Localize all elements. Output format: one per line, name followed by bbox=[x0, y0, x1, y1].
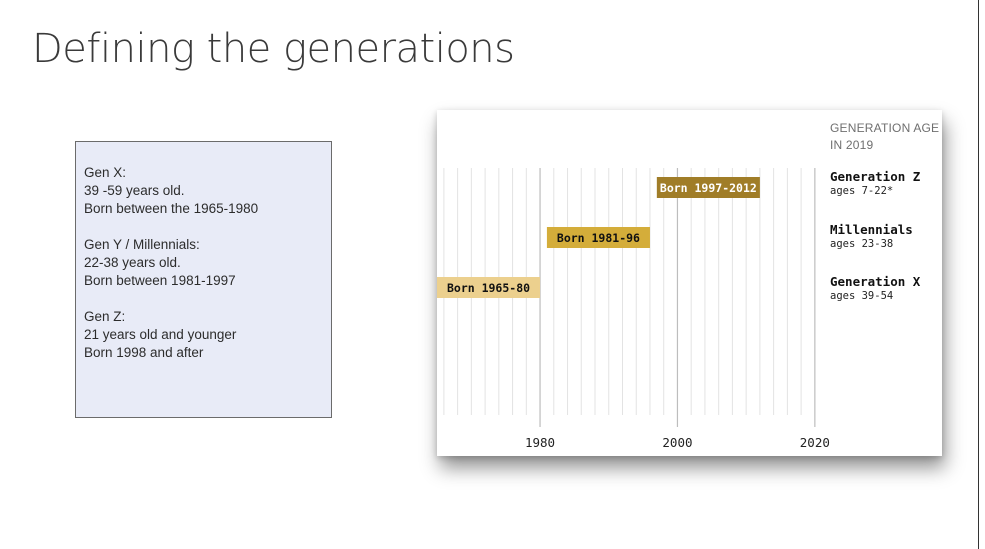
gen-y-block: Gen Y / Millennials: 22-38 years old. Bo… bbox=[84, 236, 323, 290]
gen-z-heading: Gen Z: bbox=[84, 309, 126, 324]
timeline-bar bbox=[656, 177, 760, 198]
generations-timeline-chart: 1980 2000 2020 Born 1997-2012 Born 1981-96 Bo… bbox=[437, 110, 942, 456]
timeline-bar bbox=[546, 227, 650, 248]
legend-ages: ages 39-54 bbox=[830, 290, 894, 302]
legend-item-millennials: Millennials ages 23-38 bbox=[830, 222, 942, 250]
slide-title: Defining the generations bbox=[32, 26, 515, 72]
legend-name: Generation X bbox=[830, 274, 921, 289]
timeline-bar bbox=[437, 277, 541, 298]
gen-y-heading: Gen Y / Millennials: bbox=[84, 237, 200, 252]
gen-z-block: Gen Z: 21 years old and younger Born 199… bbox=[84, 308, 323, 362]
x-tick-label: 1980 bbox=[525, 435, 555, 450]
generation-info-box: Gen X: 39 -59 years old. Born between th… bbox=[75, 141, 332, 418]
slide-edge bbox=[978, 0, 979, 549]
gen-y-age: 22-38 years old. bbox=[84, 255, 181, 270]
gen-z-age: 21 years old and younger bbox=[84, 327, 237, 342]
legend-title: GENERATION AGE IN 2019 bbox=[830, 121, 940, 152]
gen-z-born: Born 1998 and after bbox=[84, 345, 204, 360]
legend-name: Generation Z bbox=[830, 169, 921, 184]
bar-label: Born 1981-96 bbox=[557, 231, 640, 245]
gen-x-block: Gen X: 39 -59 years old. Born between th… bbox=[84, 164, 323, 218]
bar-label: Born 1965-80 bbox=[447, 281, 530, 295]
legend-ages: ages 23-38 bbox=[830, 238, 894, 250]
legend-item-generation-x: Generation X ages 39-54 bbox=[830, 274, 942, 302]
gen-x-born: Born between the 1965-1980 bbox=[84, 201, 259, 216]
x-tick-label: 2020 bbox=[800, 435, 830, 450]
legend-ages: ages 7-22* bbox=[830, 185, 894, 197]
gen-y-born: Born between 1981-1997 bbox=[84, 273, 236, 288]
legend-name: Millennials bbox=[830, 222, 913, 237]
gen-x-age: 39 -59 years old. bbox=[84, 183, 185, 198]
x-tick-label: 2000 bbox=[662, 435, 692, 450]
bar-label: Born 1997-2012 bbox=[660, 181, 757, 195]
legend-item-generation-z: Generation Z ages 7-22* bbox=[830, 169, 942, 197]
chart-canvas: 1980 2000 2020 Born 1997-2012 Born 1981-96 Bo… bbox=[437, 168, 830, 450]
gen-x-heading: Gen X: bbox=[84, 165, 127, 180]
